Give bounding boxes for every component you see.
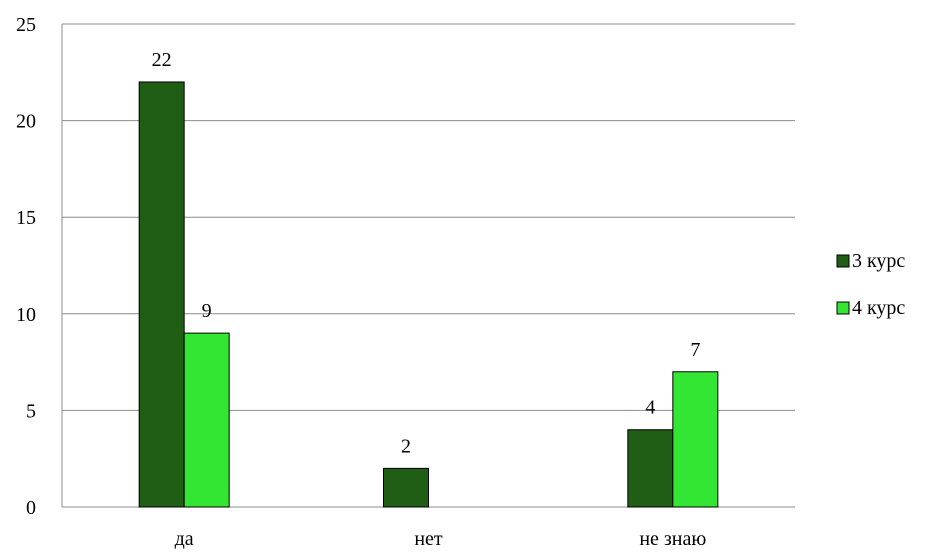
legend-label: 3 курс xyxy=(852,250,905,272)
y-tick-label: 20 xyxy=(16,111,36,133)
data-label: 7 xyxy=(690,339,700,361)
legend: 3 курс 4 курс xyxy=(836,250,905,319)
bars xyxy=(138,81,719,508)
data-label: 22 xyxy=(152,49,172,71)
bar xyxy=(627,429,674,508)
bar xyxy=(383,467,429,508)
data-label: 9 xyxy=(202,300,212,322)
y-tick-label: 5 xyxy=(26,400,36,422)
x-tick-label: нет xyxy=(414,528,443,550)
legend-label: 4 курс xyxy=(852,297,905,319)
data-label: 4 xyxy=(645,397,655,419)
data-labels: 22 9 2 4 7 xyxy=(152,49,701,457)
y-tick-label: 0 xyxy=(26,497,36,519)
data-label: 2 xyxy=(401,435,411,457)
bar xyxy=(183,332,230,508)
legend-swatch xyxy=(836,254,850,268)
x-tick-label: да xyxy=(175,528,194,550)
bar xyxy=(672,371,719,508)
y-tick-label: 25 xyxy=(16,14,36,36)
legend-swatch xyxy=(836,301,850,315)
y-tick-label: 10 xyxy=(16,304,36,326)
x-tick-label: не знаю xyxy=(639,528,706,550)
bar xyxy=(138,81,185,508)
y-tick-label: 15 xyxy=(16,207,36,229)
